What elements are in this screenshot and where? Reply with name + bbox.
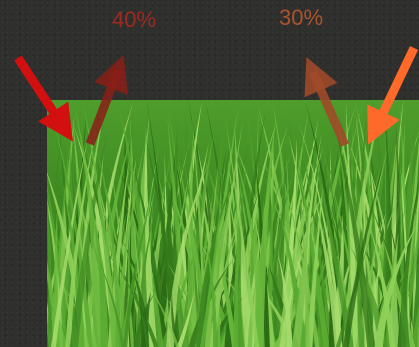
grass-blade	[73, 124, 120, 347]
grass-blade	[134, 290, 157, 347]
right-percent-label: 30%	[279, 5, 324, 30]
grass-blade	[152, 262, 170, 347]
grass-blade	[47, 332, 49, 347]
grass-blade	[47, 321, 56, 347]
grass-blade	[277, 252, 293, 347]
grass-blade	[233, 168, 242, 347]
grass-blade	[369, 222, 396, 347]
grass-blade	[235, 154, 249, 347]
grass-blade	[357, 200, 368, 347]
grass-blade	[385, 197, 409, 347]
grass-blade	[400, 232, 414, 347]
grass-blade	[47, 194, 52, 347]
left-incoming-arrow	[14, 55, 73, 142]
grass-blade	[374, 221, 419, 347]
grass-blade	[329, 213, 344, 347]
grass-blade	[280, 190, 325, 347]
left-outgoing-arrow	[85, 54, 128, 146]
grass-blade	[144, 134, 179, 347]
grass-blade	[69, 126, 109, 347]
grass-blade	[308, 131, 354, 347]
grass-blade	[279, 223, 313, 347]
grass-blade	[291, 221, 328, 347]
grass-blade	[226, 121, 260, 347]
grass-blade	[373, 121, 404, 347]
grass-blade	[95, 252, 125, 347]
grass-blade	[233, 147, 265, 347]
grass-blade	[299, 192, 311, 347]
grass-blade	[82, 101, 119, 347]
left-percent-label: 40%	[112, 7, 157, 32]
grass-blade	[56, 278, 89, 347]
grass-blade	[350, 245, 389, 347]
right-incoming-arrow	[367, 46, 419, 145]
grass-blade	[133, 270, 150, 347]
grass-blade	[342, 159, 385, 347]
grass-blade	[74, 105, 101, 347]
grass-blade	[167, 114, 191, 347]
grass-blade	[166, 161, 210, 347]
grass-blade	[355, 212, 384, 347]
grass-blade	[209, 121, 243, 347]
grass-blade	[272, 144, 286, 347]
grass-blade	[90, 201, 109, 347]
grass-blade	[306, 181, 324, 347]
grass-photo	[47, 100, 419, 347]
grass-blade	[201, 218, 218, 347]
grass-blade	[367, 129, 384, 347]
grass-blades	[47, 100, 419, 347]
grass-blade	[211, 292, 249, 347]
grass-blade	[59, 129, 87, 347]
grass-blade	[368, 160, 385, 347]
grass-blade	[298, 113, 335, 347]
grass-blade	[189, 130, 203, 347]
grass-blade	[145, 146, 158, 347]
grass-blade	[296, 147, 330, 347]
grass-blade	[313, 192, 342, 347]
grass-blade	[123, 201, 152, 347]
grass-blade	[196, 166, 239, 347]
grass-blade	[65, 121, 98, 347]
grass-blade	[117, 268, 159, 347]
grass-blade	[51, 136, 89, 347]
grass-blade	[410, 304, 419, 347]
grass-blade	[175, 243, 189, 347]
grass-blade	[373, 261, 384, 347]
grass-blade	[333, 116, 376, 347]
right-outgoing-arrow	[304, 57, 350, 147]
grass-blade	[141, 273, 180, 347]
